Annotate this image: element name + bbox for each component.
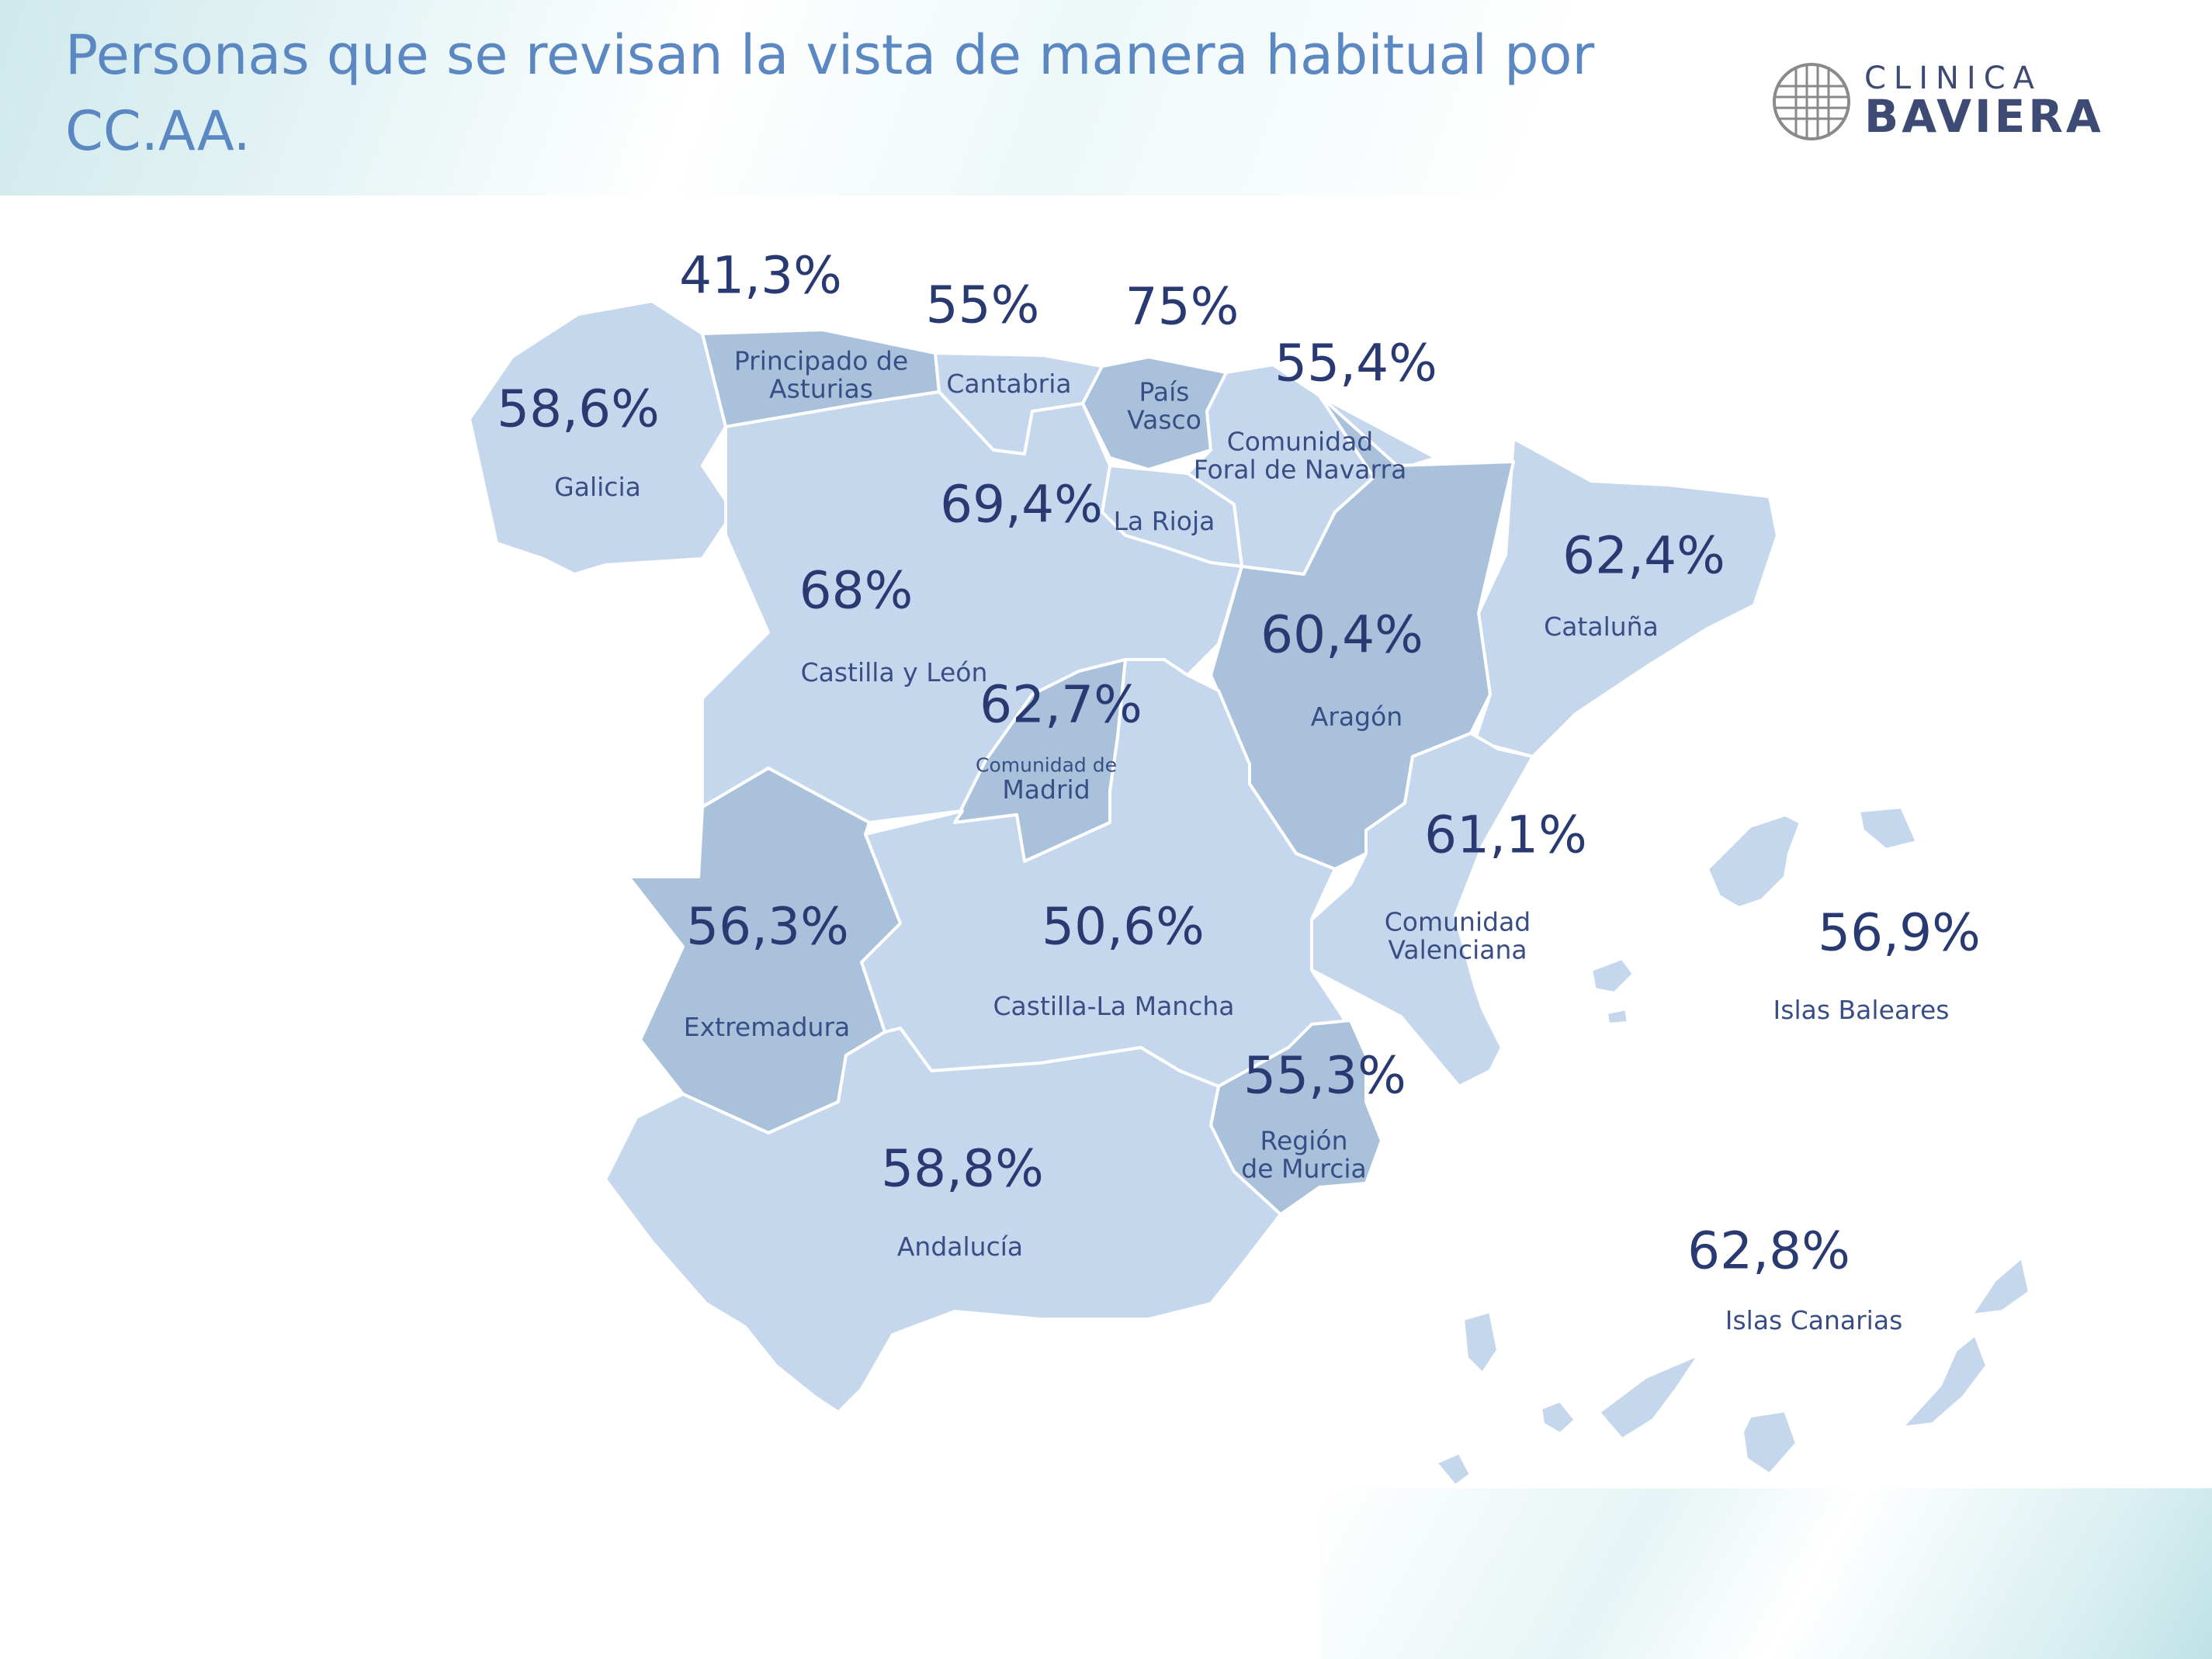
- value-baleares: 56,9%: [1818, 902, 1981, 963]
- label-galicia: Galicia: [554, 471, 641, 502]
- region-andalucia[interactable]: [604, 1027, 1282, 1414]
- region-canarias[interactable]: [1434, 1256, 2031, 1488]
- label-la-rioja: La Rioja: [1113, 505, 1215, 536]
- clinica-baviera-logo: CLINICA BAVIERA: [1771, 61, 2144, 143]
- value-cataluna: 62,4%: [1562, 525, 1725, 586]
- region-cataluna[interactable]: [1473, 437, 1779, 758]
- value-pais-vasco: 75%: [1125, 276, 1239, 337]
- region-aragon[interactable]: [1209, 394, 1515, 871]
- value-navarra: 55,4%: [1274, 333, 1437, 393]
- label-cantabria: Cantabria: [946, 368, 1072, 399]
- label-castilla-la-mancha: Castilla-La Mancha: [993, 990, 1235, 1021]
- label-aragon: Aragón: [1310, 701, 1403, 732]
- value-madrid: 62,7%: [979, 674, 1142, 735]
- value-canarias: 62,8%: [1687, 1221, 1850, 1281]
- value-andalucia: 58,8%: [881, 1138, 1044, 1199]
- logo-text-baviera: BAVIERA: [1864, 90, 2104, 143]
- value-castilla-leon: 68%: [799, 560, 914, 621]
- region-baleares[interactable]: [1590, 805, 1919, 1026]
- region-valenciana[interactable]: [1310, 732, 1534, 1088]
- label-castilla-leon: Castilla y León: [800, 656, 988, 687]
- globe-logo-icon: [1773, 63, 1850, 140]
- value-murcia: 55,3%: [1243, 1045, 1406, 1106]
- label-navarra: Comunidad Foral de Navarra: [1193, 426, 1407, 485]
- label-extremadura: Extremadura: [683, 1011, 851, 1042]
- value-cantabria: 55%: [925, 275, 1040, 335]
- value-valenciana: 61,1%: [1424, 805, 1587, 865]
- label-cataluna: Cataluña: [1544, 611, 1659, 642]
- logo-text-clinica: CLINICA: [1864, 61, 2043, 96]
- value-castilla-la-mancha: 50,6%: [1042, 896, 1205, 957]
- label-asturias: Principado de Asturias: [733, 345, 909, 404]
- value-asturias: 41,3%: [679, 245, 842, 306]
- label-canarias: Islas Canarias: [1725, 1304, 1903, 1335]
- label-baleares: Islas Baleares: [1773, 994, 1950, 1025]
- value-la-rioja: 69,4%: [940, 474, 1103, 535]
- value-galicia: 58,6%: [497, 379, 660, 439]
- value-aragon: 60,4%: [1260, 604, 1423, 665]
- label-murcia: Región de Murcia: [1241, 1125, 1367, 1184]
- value-extremadura: 56,3%: [686, 896, 849, 957]
- label-madrid-small: Comunidad de: [976, 753, 1117, 777]
- label-pais-vasco: País Vasco: [1127, 376, 1201, 435]
- page-title: Personas que se revisan la vista de mane…: [65, 23, 1595, 163]
- label-andalucia: Andalucía: [896, 1231, 1024, 1262]
- label-madrid: Madrid: [1002, 774, 1090, 805]
- footer-decoration: [1319, 1488, 2212, 1659]
- label-valenciana: Comunidad Valenciana: [1384, 906, 1531, 965]
